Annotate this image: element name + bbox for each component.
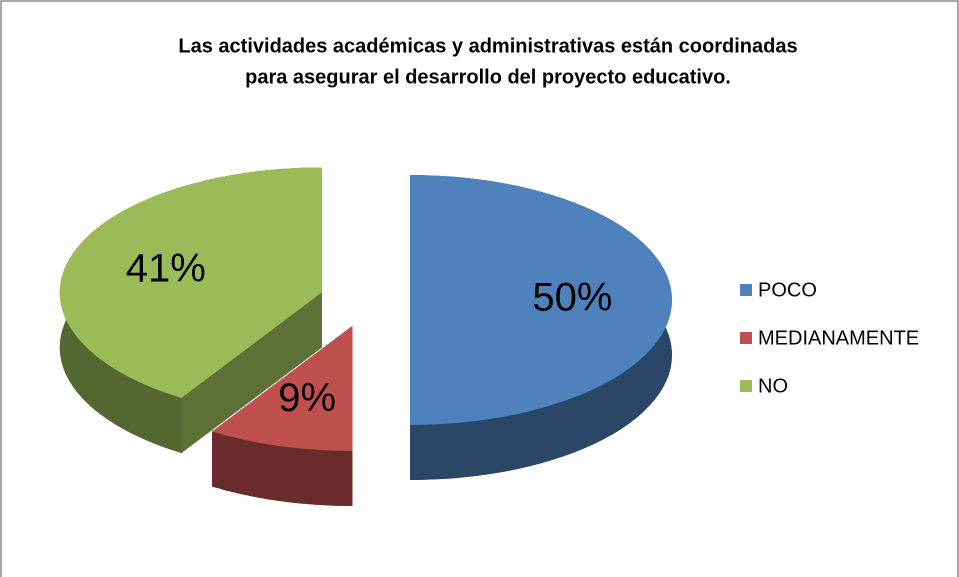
legend-swatch — [740, 332, 752, 344]
slice — [212, 325, 353, 506]
slice-top — [410, 175, 672, 425]
slice-wall — [212, 431, 353, 506]
legend-swatch — [740, 284, 752, 296]
legend-swatch — [740, 380, 752, 392]
data-label: 50% — [532, 276, 612, 320]
slice-side — [181, 292, 322, 453]
data-label: 9% — [278, 376, 336, 420]
legend-label: MEDIANAMENTE — [758, 327, 919, 349]
slice — [59, 167, 322, 453]
chart-title: Las actividades académicas y administrat… — [178, 35, 797, 57]
slice-top — [59, 167, 322, 398]
chart-title: para asegurar el desarrollo del proyecto… — [245, 66, 731, 88]
data-label: 41% — [126, 246, 206, 290]
slice-top — [212, 325, 353, 451]
legend-label: NO — [758, 375, 788, 397]
slice — [410, 175, 672, 480]
legend-label: POCO — [758, 279, 817, 301]
